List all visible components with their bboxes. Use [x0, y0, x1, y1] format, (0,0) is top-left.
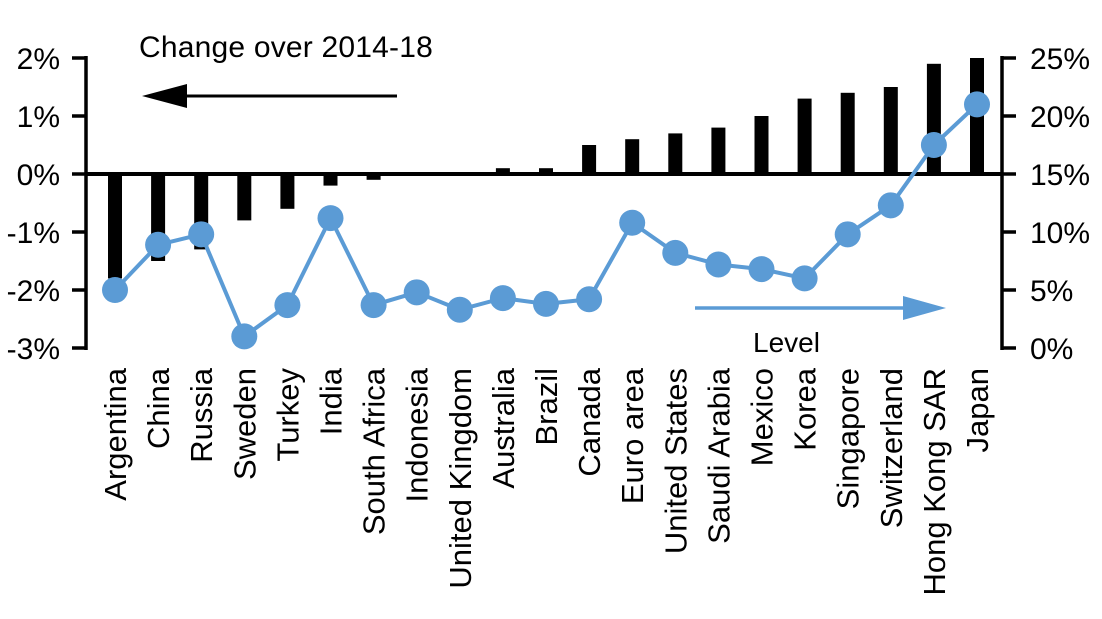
marker-south-africa: [360, 292, 387, 319]
xlabel-mexico: Mexico: [745, 368, 780, 466]
xlabel-saudi-arabia: Saudi Arabia: [701, 367, 736, 544]
marker-argentina: [102, 277, 128, 303]
bar-korea: [797, 98, 812, 174]
xlabel-korea: Korea: [788, 367, 823, 450]
bar-mexico: [754, 116, 769, 174]
left-axis-tick-label: -1%: [7, 217, 60, 250]
bar-argentina: [108, 174, 122, 279]
right-axis-tick-label: 10%: [1030, 217, 1090, 250]
right-axis-tick-label: 15%: [1030, 159, 1090, 192]
xlabel-turkey: Turkey: [270, 368, 305, 462]
xlabel-singapore: Singapore: [831, 368, 866, 509]
chart-title: Change over 2014-18: [139, 31, 434, 64]
bar-brazil: [539, 168, 553, 174]
marker-united-kingdom: [446, 296, 473, 323]
left-axis-tick-label: 0%: [17, 159, 60, 192]
right-axis-tick-label: 5%: [1030, 275, 1073, 308]
left-axis-tick-label: 1%: [17, 101, 60, 134]
marker-brazil: [533, 290, 559, 317]
bar-australia: [495, 168, 510, 174]
marker-canada: [576, 286, 603, 313]
xlabel-australia: Australia: [486, 367, 521, 488]
marker-indonesia: [403, 279, 430, 306]
marker-euro-area: [619, 209, 646, 236]
marker-mexico: [748, 256, 775, 283]
bar-canada: [582, 145, 597, 174]
bar-switzerland: [883, 87, 898, 174]
xlabel-japan: Japan: [960, 368, 995, 452]
marker-japan: [964, 91, 990, 118]
xlabel-hong-kong-sar: Hong Kong SAR: [917, 368, 952, 595]
left-axis-tick-label: -2%: [7, 275, 60, 308]
xlabel-argentina: Argentina: [98, 367, 133, 500]
marker-singapore: [834, 221, 861, 248]
bar-india: [323, 174, 338, 186]
marker-united-states: [662, 239, 689, 266]
bar-saudi-arabia: [711, 127, 726, 174]
bar-united-states: [668, 133, 683, 174]
right-axis-tick-label: 25%: [1030, 43, 1090, 76]
level-arrow-label: Level: [753, 327, 820, 358]
left-axis-tick-label: -3%: [7, 333, 60, 366]
xlabel-euro-area: Euro area: [615, 367, 650, 504]
marker-australia: [489, 285, 516, 312]
xlabel-indonesia: Indonesia: [400, 367, 435, 502]
marker-switzerland: [877, 192, 904, 219]
marker-saudi-arabia: [705, 251, 732, 278]
bar-south-africa: [366, 174, 381, 180]
xlabel-united-states: United States: [658, 368, 693, 554]
level-arrow-head: [903, 296, 946, 320]
marker-india: [317, 205, 344, 232]
left-axis-tick-label: 2%: [17, 43, 60, 76]
bar-sweden: [237, 174, 252, 221]
bar-turkey: [280, 174, 295, 209]
change-arrow-head: [142, 84, 187, 108]
marker-korea: [791, 265, 818, 292]
marker-turkey: [274, 292, 301, 319]
xlabel-brazil: Brazil: [529, 368, 564, 446]
xlabel-switzerland: Switzerland: [874, 368, 909, 528]
xlabel-india: India: [314, 367, 349, 435]
marker-sweden: [231, 323, 258, 350]
bar-euro-area: [625, 139, 640, 174]
marker-hong-kong-sar: [920, 132, 947, 158]
xlabel-united-kingdom: United Kingdom: [443, 368, 478, 589]
marker-china: [145, 231, 172, 258]
xlabel-canada: Canada: [572, 367, 607, 476]
bar-singapore: [840, 92, 855, 174]
xlabel-china: China: [141, 367, 176, 449]
right-axis-tick-label: 0%: [1030, 333, 1073, 366]
xlabel-russia: Russia: [184, 367, 219, 463]
xlabel-sweden: Sweden: [227, 368, 262, 480]
marker-russia: [188, 221, 215, 248]
xlabel-south-africa: South Africa: [357, 367, 392, 535]
right-axis-tick-label: 20%: [1030, 101, 1090, 134]
